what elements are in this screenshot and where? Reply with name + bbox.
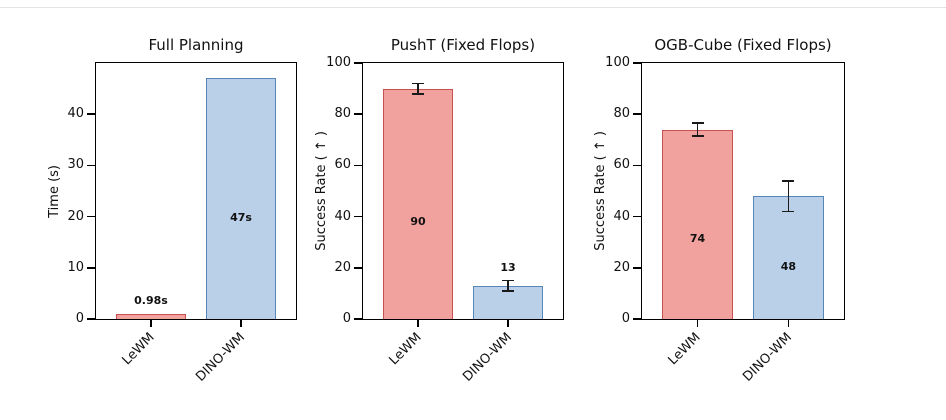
- y-tick-mark: [633, 164, 641, 167]
- error-bar-cap-top: [412, 82, 424, 85]
- y-tick-label: 10: [67, 259, 84, 275]
- y-tick-mark: [633, 318, 641, 320]
- bar-dino-wm: [753, 196, 824, 319]
- y-tick-mark: [633, 215, 641, 218]
- y-tick-mark: [633, 113, 641, 115]
- bar-lewm: [662, 129, 733, 319]
- bar-dino-wm: [473, 285, 543, 319]
- y-axis-label-wrap: Success Rate ( ↑ ): [592, 63, 608, 319]
- y-tick-label: 20: [67, 208, 84, 224]
- y-tick-label: 80: [334, 106, 351, 122]
- y-tick-label: 60: [334, 157, 351, 173]
- y-tick-label: 0: [621, 311, 630, 326]
- x-tick-mark: [507, 319, 509, 327]
- x-tick-label-lewm: LeWM: [665, 330, 705, 369]
- y-axis-label-wrap: Success Rate ( ↑ ): [313, 63, 329, 319]
- y-tick-label: 20: [613, 259, 630, 275]
- chart-title: PushT (Fixed Flops): [390, 36, 536, 54]
- y-axis-label: Success Rate ( ↑ ): [313, 131, 329, 251]
- subplot-ogb-cube-fixed-flops: OGB-Cube (Fixed Flops) Success Rate ( ↑ …: [593, 36, 845, 385]
- x-tick-label-dino-wm: DINO-WM: [740, 330, 796, 385]
- y-tick-label: 60: [613, 157, 630, 173]
- bar-value-label: 74: [689, 232, 706, 246]
- error-bar-cap-bottom: [782, 210, 795, 213]
- y-tick-label: 0: [75, 311, 84, 326]
- y-tick-label: 100: [605, 55, 630, 70]
- bar-lewm: [383, 88, 453, 319]
- subplot-full-planning: Full Planning Time (s) 0 10 20 30 40 0.98s LeW…: [47, 36, 297, 385]
- error-bar-cap-bottom: [412, 92, 424, 95]
- error-bar-line: [507, 280, 509, 291]
- y-tick-label: 40: [613, 208, 630, 224]
- error-bar-cap-bottom: [691, 135, 704, 137]
- chart-title: Full Planning: [148, 36, 244, 54]
- y-axis-label: Success Rate ( ↑ ): [592, 131, 608, 251]
- chart-title: OGB-Cube (Fixed Flops): [654, 36, 832, 54]
- y-tick-mark: [354, 215, 362, 218]
- y-tick-label: 0: [342, 311, 351, 326]
- y-tick-mark: [87, 318, 95, 320]
- y-tick-mark: [354, 318, 362, 320]
- bar-value-label: 13: [500, 260, 516, 274]
- bar-value-label: 48: [780, 260, 797, 274]
- bar-value-label: 90: [410, 215, 426, 229]
- y-tick-label: 40: [334, 208, 351, 224]
- subplot-pusht-fixed-flops: PushT (Fixed Flops) Success Rate ( ↑ ) 0…: [314, 36, 564, 385]
- y-tick-mark: [87, 164, 95, 167]
- x-tick-label-lewm: LeWM: [386, 330, 425, 369]
- x-tick-mark: [240, 319, 242, 327]
- error-bar-cap-top: [782, 179, 795, 182]
- error-bar-cap-bottom: [502, 290, 514, 292]
- error-bar-cap-top: [502, 279, 514, 282]
- bar-lewm: [116, 313, 186, 319]
- y-tick-mark: [354, 62, 362, 64]
- error-bar-line: [417, 83, 419, 94]
- x-tick-mark: [787, 319, 790, 327]
- x-tick-label-dino-wm: DINO-WM: [459, 330, 515, 385]
- y-tick-mark: [354, 164, 362, 167]
- y-tick-mark: [633, 62, 641, 64]
- bar-dino-wm: [206, 78, 276, 319]
- y-axis-label-wrap: Time (s): [46, 63, 62, 319]
- y-tick-label: 40: [67, 106, 84, 122]
- bar-value-label: 47s: [230, 210, 252, 224]
- error-bar-cap-top: [691, 122, 704, 124]
- y-tick-mark: [354, 267, 362, 269]
- y-tick-mark: [87, 215, 95, 218]
- y-tick-mark: [633, 267, 641, 269]
- y-tick-label: 80: [613, 106, 630, 122]
- y-tick-mark: [87, 113, 95, 115]
- y-tick-mark: [354, 113, 362, 115]
- page-divider: [0, 7, 946, 8]
- bar-value-label: 0.98s: [134, 293, 168, 307]
- x-tick-mark: [696, 319, 699, 327]
- x-tick-mark: [150, 319, 152, 327]
- y-tick-label: 20: [334, 259, 351, 275]
- y-tick-label: 30: [67, 157, 84, 173]
- x-tick-label-dino-wm: DINO-WM: [192, 330, 248, 385]
- y-tick-label: 100: [326, 55, 351, 70]
- x-tick-label-lewm: LeWM: [119, 330, 158, 369]
- y-tick-mark: [87, 267, 95, 269]
- error-bar-line: [787, 180, 790, 212]
- error-bar-line: [696, 123, 699, 136]
- x-tick-mark: [417, 319, 419, 327]
